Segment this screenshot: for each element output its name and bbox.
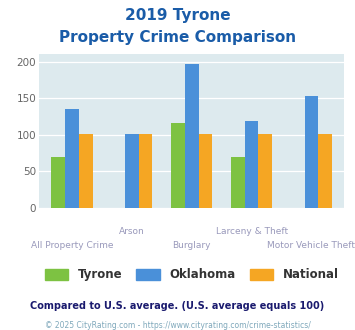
Bar xyxy=(185,64,198,208)
Text: Arson: Arson xyxy=(119,227,145,236)
Text: Property Crime Comparison: Property Crime Comparison xyxy=(59,30,296,45)
Bar xyxy=(171,123,185,208)
Bar xyxy=(125,134,139,208)
Bar xyxy=(79,134,93,208)
Bar xyxy=(65,109,79,208)
Bar xyxy=(305,96,318,208)
Text: All Property Crime: All Property Crime xyxy=(31,241,113,250)
Text: Motor Vehicle Theft: Motor Vehicle Theft xyxy=(267,241,355,250)
Text: © 2025 CityRating.com - https://www.cityrating.com/crime-statistics/: © 2025 CityRating.com - https://www.city… xyxy=(45,321,310,330)
Text: Compared to U.S. average. (U.S. average equals 100): Compared to U.S. average. (U.S. average … xyxy=(31,301,324,311)
Bar xyxy=(258,134,272,208)
Text: 2019 Tyrone: 2019 Tyrone xyxy=(125,8,230,23)
Bar xyxy=(318,134,332,208)
Bar xyxy=(139,134,153,208)
Text: Larceny & Theft: Larceny & Theft xyxy=(215,227,288,236)
Legend: Tyrone, Oklahoma, National: Tyrone, Oklahoma, National xyxy=(41,265,343,285)
Bar xyxy=(51,157,65,208)
Bar xyxy=(231,157,245,208)
Bar xyxy=(198,134,212,208)
Text: Burglary: Burglary xyxy=(173,241,211,250)
Bar xyxy=(245,121,258,208)
